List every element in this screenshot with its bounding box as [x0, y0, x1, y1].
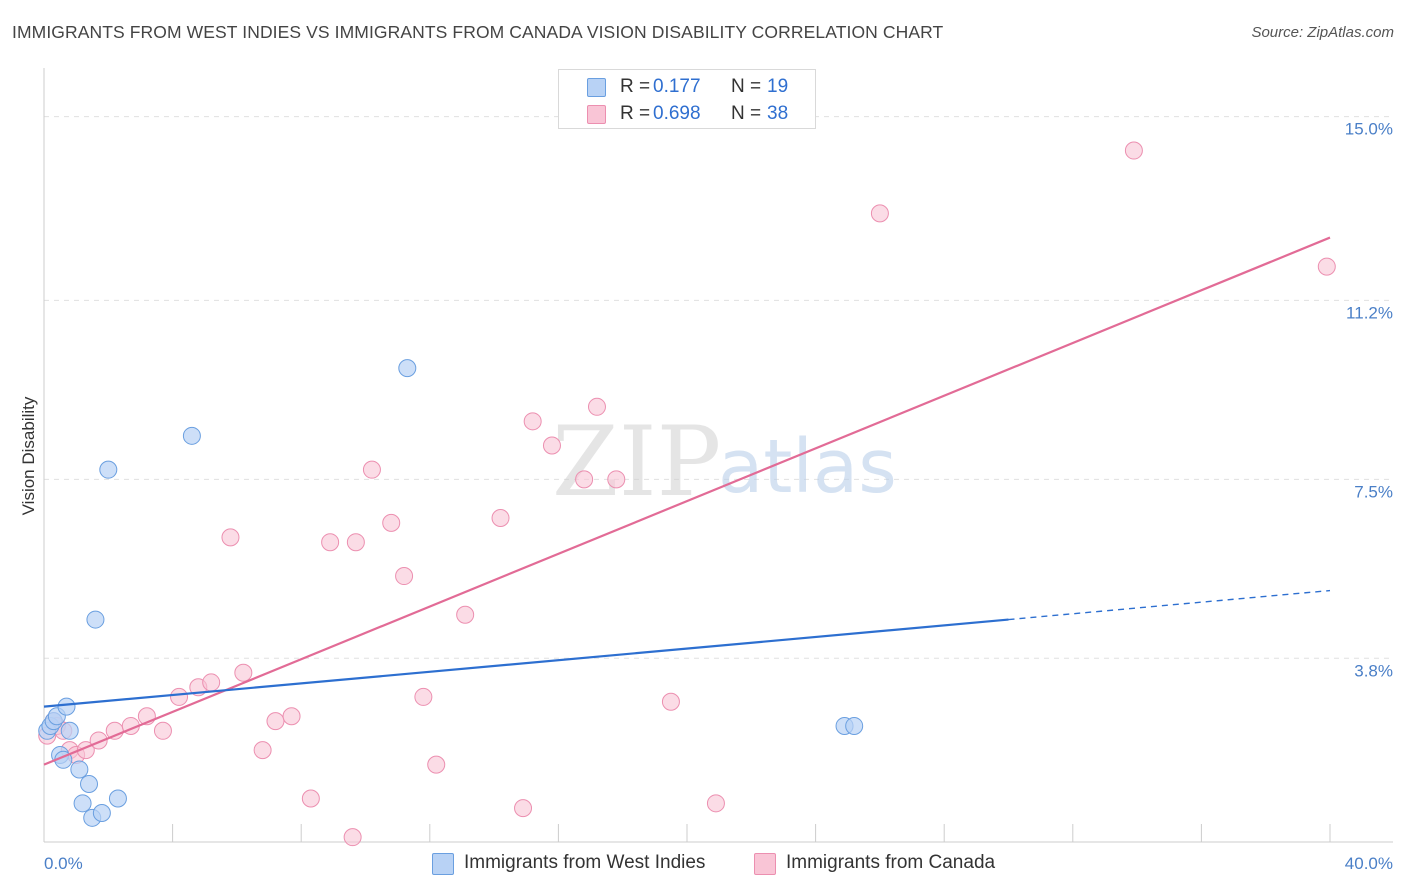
canada-point: [234, 663, 253, 682]
canada-point: [1317, 257, 1336, 276]
n-label: N =: [731, 76, 762, 97]
canada-point: [587, 397, 606, 416]
west-indies-legend-label: Immigrants from West Indies: [464, 852, 706, 873]
canada-point: [514, 799, 533, 818]
canada-point: [221, 528, 240, 547]
west-indies-point: [92, 803, 111, 822]
y-tick-labels: 3.8% 7.5% 11.2% 15.0%: [1345, 120, 1393, 681]
canada-point: [456, 605, 475, 624]
n-value: 19: [767, 76, 789, 97]
x-tick-label-max: 40.0%: [1345, 854, 1393, 873]
west-indies-trend-line: [43, 618, 1009, 708]
canada-point: [202, 673, 221, 692]
y-tick-label: 11.2%: [1346, 303, 1393, 322]
west-indies-point: [70, 760, 89, 779]
canada-point: [607, 470, 626, 489]
west-indies-point: [182, 426, 201, 445]
canada-point: [170, 687, 189, 706]
y-tick-label: 3.8%: [1354, 661, 1393, 680]
n-label: N =: [731, 103, 762, 124]
west-indies-point: [86, 610, 105, 629]
west-indies-point: [80, 774, 99, 793]
canada-point: [491, 509, 510, 528]
n-value: 38: [767, 103, 789, 124]
west-indies-point: [99, 460, 118, 479]
y-axis-label: Vision Disability: [19, 396, 38, 515]
canada-point: [321, 533, 340, 552]
source-label: Source: ZipAtlas.com: [1251, 24, 1394, 41]
canada-point: [706, 794, 725, 813]
correlation-legend: R = 0.177 N = 19 R = 0.698 N = 38: [558, 69, 816, 129]
west-indies-trend-extension: [1008, 589, 1331, 621]
canada-point: [1124, 141, 1143, 160]
canada-legend-label: Immigrants from Canada: [786, 852, 996, 873]
r-value: 0.177: [653, 76, 701, 97]
r-value: 0.698: [653, 103, 701, 124]
canada-points: [38, 141, 1336, 847]
canada-point: [395, 567, 414, 586]
canada-point: [870, 204, 889, 223]
y-tick-label: 15.0%: [1345, 120, 1393, 139]
canada-point: [346, 533, 365, 552]
west-indies-points: [38, 359, 864, 827]
west-indies-point: [398, 359, 417, 378]
watermark-zip: ZIP: [552, 406, 721, 518]
canada-point: [542, 436, 561, 455]
watermark-atlas: atlas: [718, 424, 897, 510]
canada-point: [253, 741, 272, 760]
canada-trend-line: [43, 236, 1331, 766]
west-indies-swatch: [587, 78, 606, 97]
axes: [43, 68, 1393, 843]
canada-point: [343, 828, 362, 847]
canada-point: [661, 692, 680, 711]
x-tick-label-min: 0.0%: [44, 854, 83, 873]
west-indies-point: [108, 789, 127, 808]
r-label: R =: [620, 103, 651, 124]
canada-point: [153, 721, 172, 740]
canada-legend-swatch: [754, 853, 776, 875]
canada-point: [414, 687, 433, 706]
trend-lines: [43, 236, 1331, 766]
canada-point: [266, 712, 285, 731]
canada-point: [523, 412, 542, 431]
chart-title: IMMIGRANTS FROM WEST INDIES VS IMMIGRANT…: [12, 22, 944, 42]
canada-point: [575, 470, 594, 489]
watermark: ZIP atlas: [552, 406, 897, 518]
canada-point: [282, 707, 301, 726]
west-indies-point: [73, 794, 92, 813]
west-indies-point: [57, 697, 76, 716]
west-indies-point: [60, 721, 79, 740]
r-label: R =: [620, 76, 651, 97]
canada-point: [427, 755, 446, 774]
west-indies-legend-swatch: [432, 853, 454, 875]
canada-swatch: [587, 105, 606, 124]
grid-lines: [44, 116, 1393, 659]
canada-point: [382, 513, 401, 532]
west-indies-point: [845, 716, 864, 735]
y-tick-label: 7.5%: [1354, 482, 1393, 501]
canada-point: [362, 460, 381, 479]
canada-point: [301, 789, 320, 808]
